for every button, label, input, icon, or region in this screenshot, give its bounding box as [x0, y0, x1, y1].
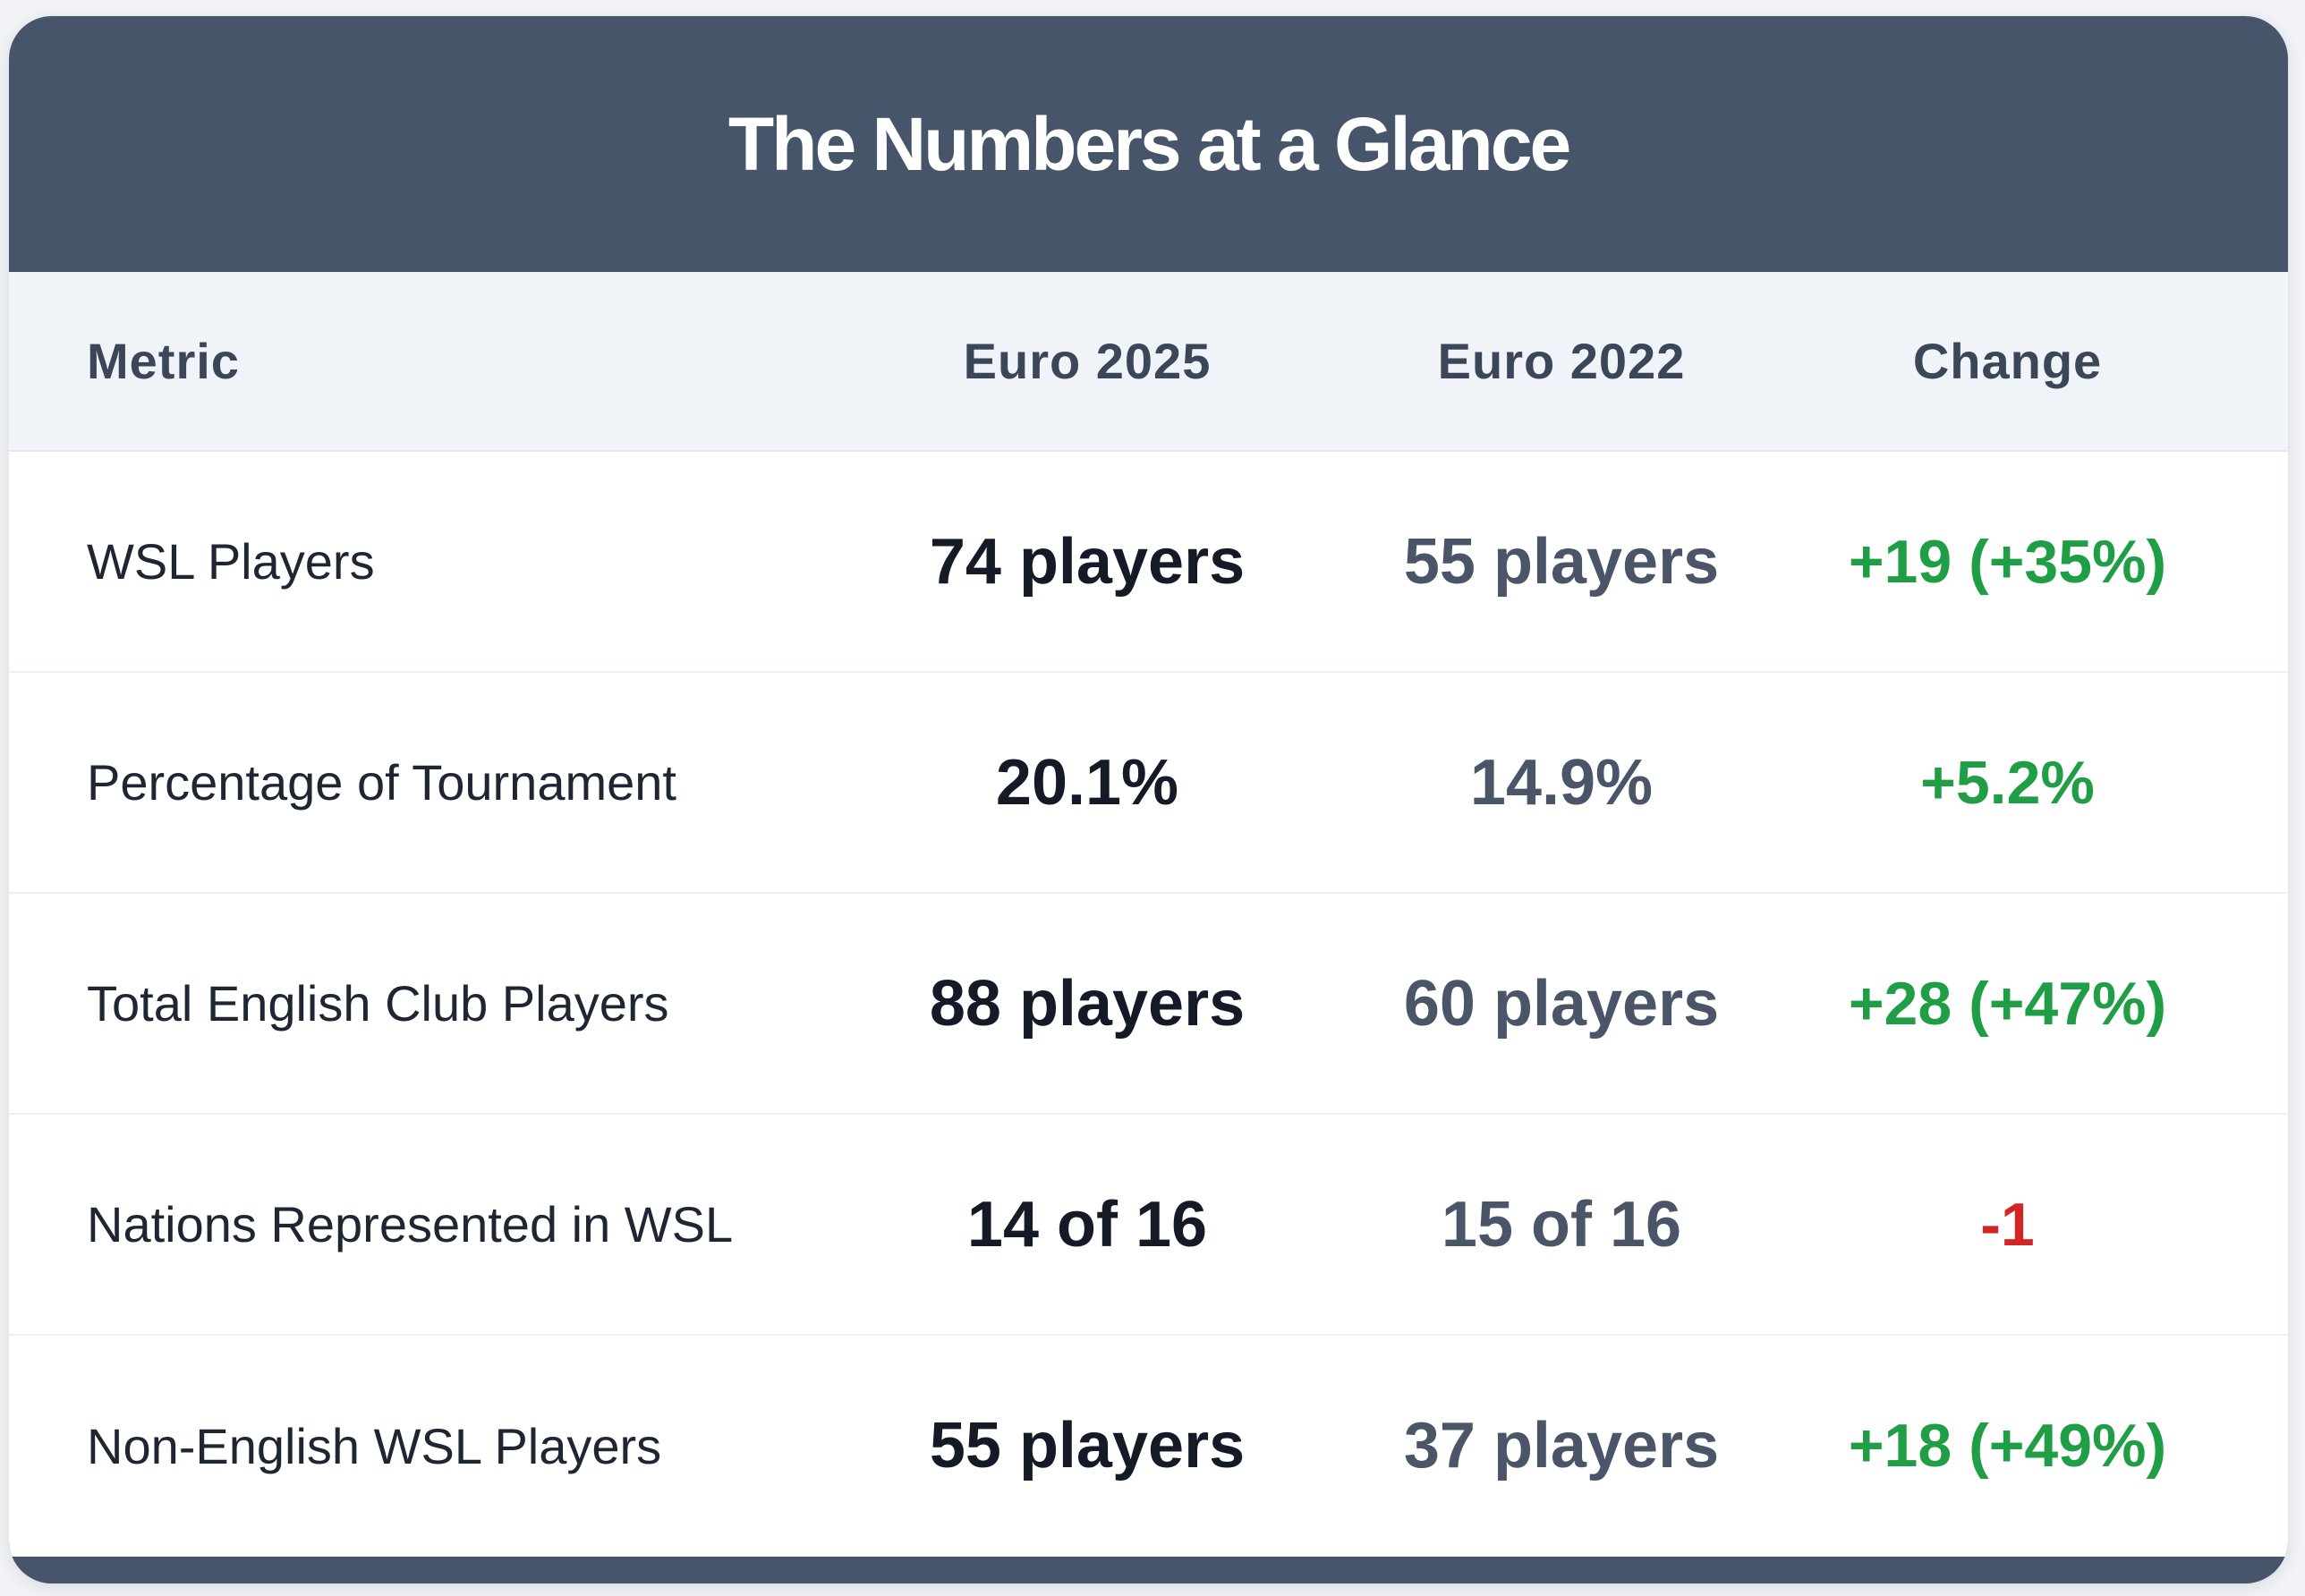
- euro-2025-value: 74 players: [778, 451, 1396, 673]
- change-value: +19 (+35%): [1727, 451, 2288, 673]
- change-value: +5.2%: [1727, 672, 2288, 894]
- card-body: The Numbers at a Glance Metric Euro 2025…: [9, 16, 2288, 1557]
- header-metric: Metric: [9, 272, 778, 452]
- table-row: Percentage of Tournament 20.1% 14.9% +5.2%: [9, 672, 2288, 894]
- metric-cell: WSL Players: [9, 451, 778, 673]
- header-row: Metric Euro 2025 Euro 2022 Change: [9, 272, 2288, 452]
- euro-2022-value: 37 players: [1403, 1410, 1720, 1481]
- header-euro-2022: Euro 2022: [1396, 272, 1727, 452]
- card-title: The Numbers at a Glance: [727, 101, 1571, 186]
- title-bar: The Numbers at a Glance: [9, 16, 2288, 272]
- metric-cell: Non-English WSL Players: [87, 1417, 662, 1474]
- table-row: Nations Represented in WSL 14 of 16 15 of …: [9, 1114, 2288, 1336]
- metric-cell: Nations Represented in WSL: [9, 1114, 778, 1336]
- euro-2025-value: 20.1%: [778, 672, 1396, 894]
- euro-2022-value: 14.9%: [1396, 672, 1727, 894]
- numbers-card: The Numbers at a Glance Metric Euro 2025…: [9, 16, 2288, 1583]
- euro-2025-value: 55 players: [929, 1410, 1246, 1481]
- change-value: -1: [1727, 1114, 2288, 1336]
- euro-2022-value: 15 of 16: [1396, 1114, 1727, 1336]
- euro-2025-value: 14 of 16: [778, 1114, 1396, 1336]
- metric-cell: Total English Club Players: [9, 893, 778, 1115]
- table-row: Non-English WSL Players 55 players 37 play…: [9, 1335, 2288, 1556]
- euro-2025-value: 88 players: [778, 893, 1396, 1115]
- change-value: +18 (+49%): [1848, 1412, 2167, 1480]
- euro-2022-value: 55 players: [1396, 451, 1727, 673]
- table-row: Total English Club Players 88 players 60 p…: [9, 893, 2288, 1115]
- header-change: Change: [1727, 272, 2288, 452]
- stats-table: Metric Euro 2025 Euro 2022 Change WSL Pl…: [9, 272, 2288, 1556]
- change-value: +28 (+47%): [1727, 893, 2288, 1115]
- table-row: WSL Players 74 players 55 players +19 (+35%…: [9, 451, 2288, 673]
- table-body: WSL Players 74 players 55 players +19 (+35%…: [9, 451, 2288, 1556]
- metric-cell: Percentage of Tournament: [9, 672, 778, 894]
- header-euro-2025: Euro 2025: [778, 272, 1396, 452]
- euro-2022-value: 60 players: [1396, 893, 1727, 1115]
